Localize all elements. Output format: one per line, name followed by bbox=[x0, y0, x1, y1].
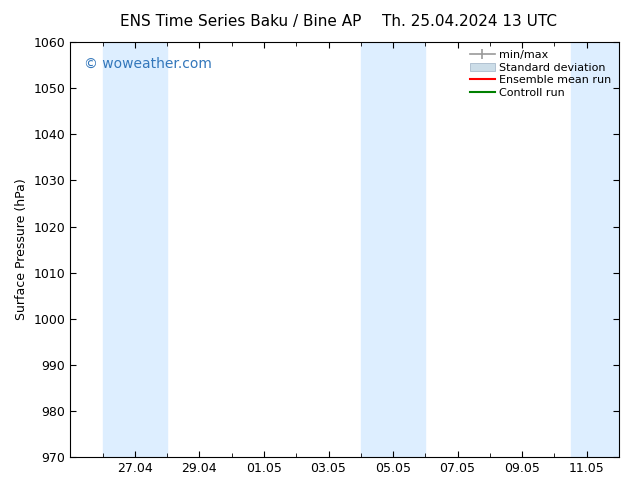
Bar bbox=[571, 42, 619, 457]
Legend: min/max, Standard deviation, Ensemble mean run, Controll run: min/max, Standard deviation, Ensemble me… bbox=[468, 48, 614, 100]
Text: Th. 25.04.2024 13 UTC: Th. 25.04.2024 13 UTC bbox=[382, 14, 557, 29]
Text: ENS Time Series Baku / Bine AP: ENS Time Series Baku / Bine AP bbox=[120, 14, 361, 29]
Bar bbox=[361, 42, 425, 457]
Y-axis label: Surface Pressure (hPa): Surface Pressure (hPa) bbox=[15, 179, 28, 320]
Text: © woweather.com: © woweather.com bbox=[84, 56, 212, 71]
Bar bbox=[103, 42, 167, 457]
